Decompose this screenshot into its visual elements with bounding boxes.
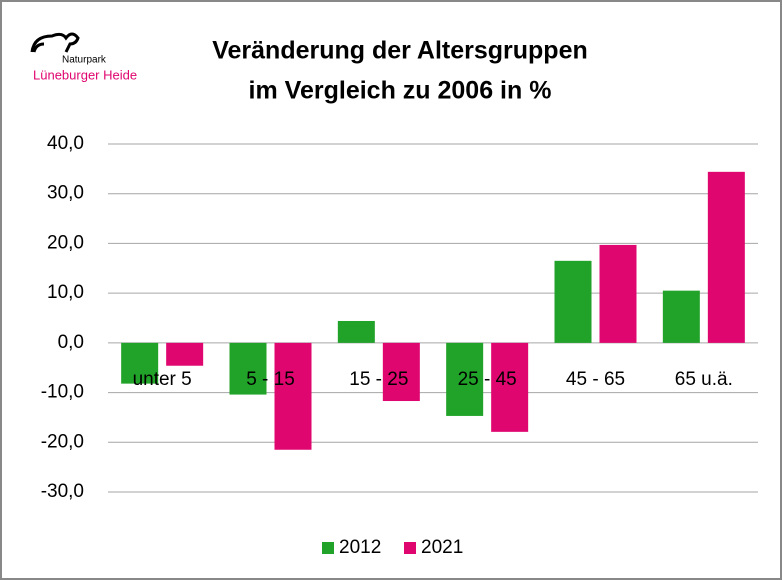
- bar: [337, 320, 375, 343]
- bar: [662, 290, 700, 343]
- bar: [382, 342, 420, 402]
- bar: [599, 244, 637, 343]
- bar: [166, 342, 204, 366]
- y-tick-label: 10,0: [47, 282, 84, 303]
- x-tick-label: 45 - 65: [566, 369, 625, 390]
- bar: [121, 342, 159, 384]
- logo-icon: [30, 32, 80, 53]
- bar: [274, 342, 312, 450]
- bar: [707, 171, 745, 343]
- y-tick-label: 0,0: [58, 332, 84, 353]
- x-tick-label: 25 - 45: [458, 369, 517, 390]
- bar: [554, 260, 592, 343]
- chart-title: im Vergleich zu 2006 in %: [249, 77, 552, 105]
- bar: [491, 342, 529, 432]
- bar: [446, 342, 484, 416]
- y-tick-label: -10,0: [41, 382, 84, 403]
- y-tick-label: 20,0: [47, 232, 84, 253]
- y-tick-label: 40,0: [47, 133, 84, 154]
- x-tick-label: 15 - 25: [349, 369, 408, 390]
- legend-label: 2012: [339, 537, 381, 558]
- bar: [229, 342, 267, 395]
- y-tick-label: -30,0: [41, 481, 84, 502]
- logo-text: Naturpark: [62, 55, 107, 66]
- x-tick-label: 65 u.ä.: [675, 369, 733, 390]
- x-tick-label: 5 - 15: [246, 369, 295, 390]
- legend-label: 2021: [421, 537, 463, 558]
- y-tick-label: 30,0: [47, 183, 84, 204]
- y-tick-label: -20,0: [41, 431, 84, 452]
- legend-swatch: [404, 542, 416, 554]
- legend-swatch: [322, 542, 334, 554]
- logo: Naturpark Lüneburger Heide: [30, 32, 137, 82]
- logo-text: Lüneburger Heide: [33, 67, 137, 82]
- chart-title: Veränderung der Altersgruppen: [212, 37, 588, 65]
- x-tick-label: unter 5: [133, 369, 192, 390]
